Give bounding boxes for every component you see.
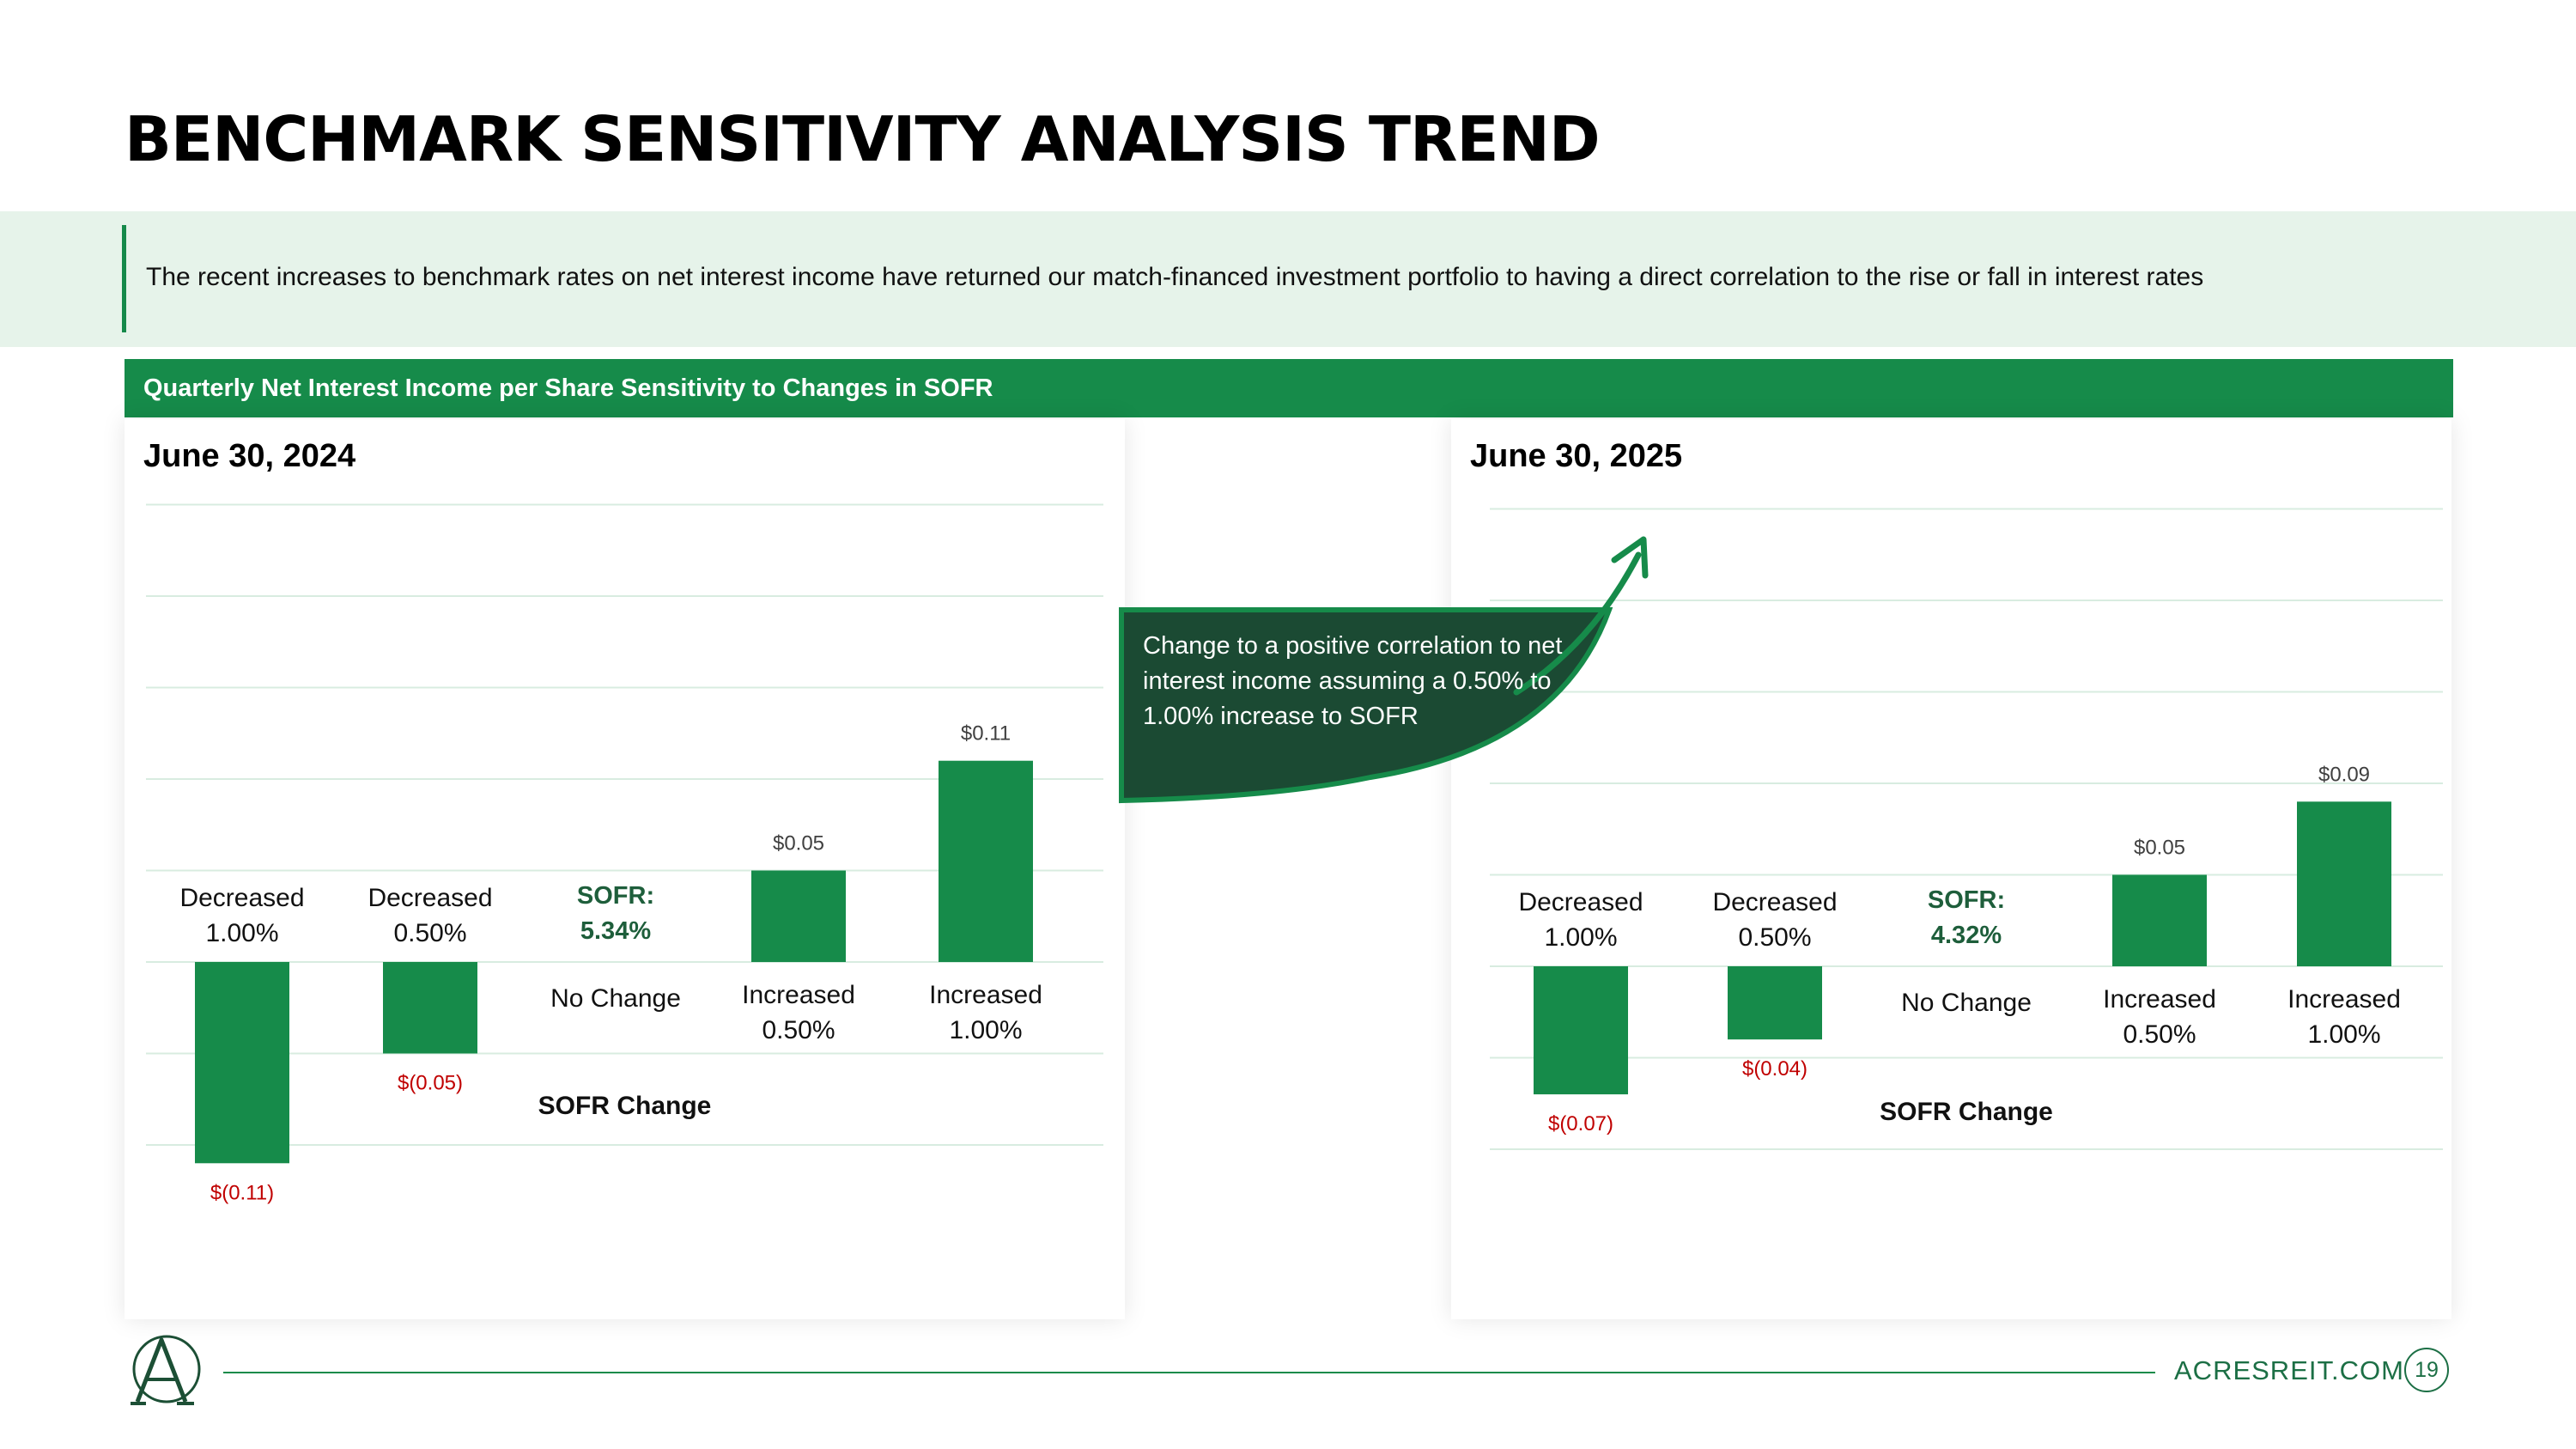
bar — [2297, 801, 2391, 966]
chart-title: June 30, 2024 — [143, 438, 356, 474]
callout-text: Change to a positive correlation to net … — [1143, 632, 1563, 730]
bar-chart-june-2024: $(0.11) Decreased 1.00% $(0.05) Decreased 0.5… — [146, 503, 1103, 1204]
page-title: BENCHMARK SENSITIVITY ANALYSIS TREND — [125, 103, 1601, 175]
category-label: No Change — [550, 984, 681, 1013]
page-number-badge: 19 — [2404, 1348, 2449, 1392]
acres-a-logo-icon — [131, 1335, 201, 1405]
chart-panel-june-2024: June 30, 2024 $(0.11) Decreased 1.00% $(0.0… — [125, 419, 1125, 1319]
bar — [939, 760, 1033, 962]
data-label: $0.05 — [773, 832, 824, 855]
chart-title: June 30, 2025 — [1470, 438, 1683, 474]
page-number: 19 — [2415, 1357, 2439, 1382]
category-label: Decreased 1.00% — [179, 884, 304, 947]
callout-arrow-curve — [1513, 551, 1642, 696]
callout-box — [1119, 536, 1649, 804]
banner-accent-rule — [122, 225, 126, 332]
data-label: $0.09 — [2318, 763, 2370, 786]
category-label: Increased 0.50% — [742, 981, 855, 1044]
category-label: Decreased 0.50% — [1712, 888, 1837, 952]
section-header: Quarterly Net Interest Income per Share … — [125, 359, 2453, 417]
bar — [1728, 966, 1822, 1040]
bar — [751, 870, 846, 962]
website-link[interactable]: ACRESREIT.COM — [2174, 1355, 2404, 1385]
bar — [2112, 874, 2207, 966]
category-label: No Change — [1901, 989, 2032, 1017]
category-label: Decreased 0.50% — [368, 884, 492, 947]
footer-rule — [223, 1372, 2155, 1373]
data-label: $(0.11) — [210, 1181, 274, 1204]
data-label: $0.11 — [961, 722, 1011, 746]
sofr-label: SOFR: 4.32% — [1928, 886, 2005, 949]
data-label: $(0.04) — [1742, 1057, 1807, 1081]
category-label: Decreased 1.00% — [1518, 888, 1643, 952]
summary-text: The recent increases to benchmark rates … — [146, 263, 2204, 291]
callout-shape — [1119, 607, 1613, 804]
bar — [195, 962, 289, 1164]
category-label: Increased 1.00% — [2287, 985, 2401, 1049]
data-label: $(0.05) — [398, 1072, 463, 1095]
category-label: Increased 0.50% — [2103, 985, 2216, 1049]
bar-chart-june-2025: $(0.07) Decreased 1.00% $(0.04) Decreased 0.5… — [1490, 508, 2443, 1150]
sofr-label: SOFR: 5.34% — [577, 882, 654, 945]
data-label: $(0.07) — [1548, 1112, 1613, 1135]
data-label: $0.05 — [2134, 837, 2185, 860]
category-label: Increased 1.00% — [929, 981, 1042, 1044]
chart-panel-june-2025: June 30, 2025 $(0.07) Decreased 1.00% $(0.0… — [1451, 419, 2451, 1319]
x-axis-title: SOFR Change — [538, 1092, 712, 1120]
bar — [383, 962, 477, 1054]
section-title: Quarterly Net Interest Income per Share … — [143, 374, 993, 402]
summary-banner — [0, 211, 2576, 347]
bar — [1534, 966, 1628, 1095]
x-axis-title: SOFR Change — [1880, 1098, 2053, 1126]
up-arrow-icon — [1611, 536, 1649, 579]
